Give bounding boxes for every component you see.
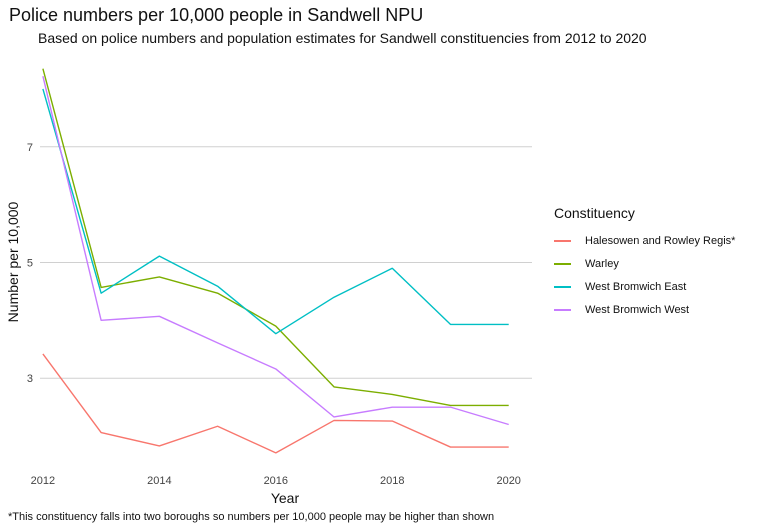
legend-items: Halesowen and Rowley Regis* Warley West Br…	[554, 229, 735, 321]
series-line-halesowen-and-rowley-regis	[42, 353, 509, 454]
legend-key-line	[554, 285, 571, 288]
legend-label: Halesowen and Rowley Regis*	[585, 234, 736, 247]
y-tick-label: 3	[27, 373, 33, 385]
legend-item: West Bromwich West	[554, 298, 735, 321]
legend-key-line	[554, 308, 571, 311]
x-tick-label: 2014	[147, 475, 171, 487]
legend-item: West Bromwich East	[554, 275, 735, 298]
legend-key-line	[554, 262, 571, 265]
legend-label: West Bromwich East	[585, 280, 687, 293]
legend-key-line	[554, 239, 571, 242]
grid-lines	[40, 146, 532, 379]
x-tick-label: 2018	[380, 475, 404, 487]
legend-label: Warley	[585, 257, 619, 270]
x-tick-label: 2020	[496, 475, 520, 487]
series-line-west-bromwich-west	[42, 76, 509, 426]
y-tick-label: 7	[27, 142, 33, 154]
legend: Constituency Halesowen and Rowley Regis*…	[554, 205, 735, 321]
series-lines	[42, 68, 509, 454]
chart-title: Police numbers per 10,000 people in Sand…	[9, 5, 424, 25]
series-line-warley	[42, 68, 509, 407]
series-line-west-bromwich-east	[42, 88, 509, 335]
legend-item: Warley	[554, 252, 735, 275]
x-tick-labels: 2012 2014 2016 2018 2020	[31, 475, 521, 487]
x-tick-label: 2016	[264, 475, 288, 487]
x-tick-label: 2012	[31, 475, 55, 487]
y-axis-label: Number per 10,000	[5, 201, 21, 322]
chart-caption: *This constituency falls into two boroug…	[8, 511, 495, 523]
y-tick-label: 5	[27, 258, 33, 270]
chart-subtitle: Based on police numbers and population e…	[38, 30, 647, 46]
x-axis-label: Year	[271, 490, 300, 506]
legend-label: West Bromwich West	[585, 303, 690, 316]
legend-title: Constituency	[554, 205, 635, 221]
y-tick-labels: 3 5 7	[27, 142, 33, 385]
legend-item: Halesowen and Rowley Regis*	[554, 229, 735, 252]
